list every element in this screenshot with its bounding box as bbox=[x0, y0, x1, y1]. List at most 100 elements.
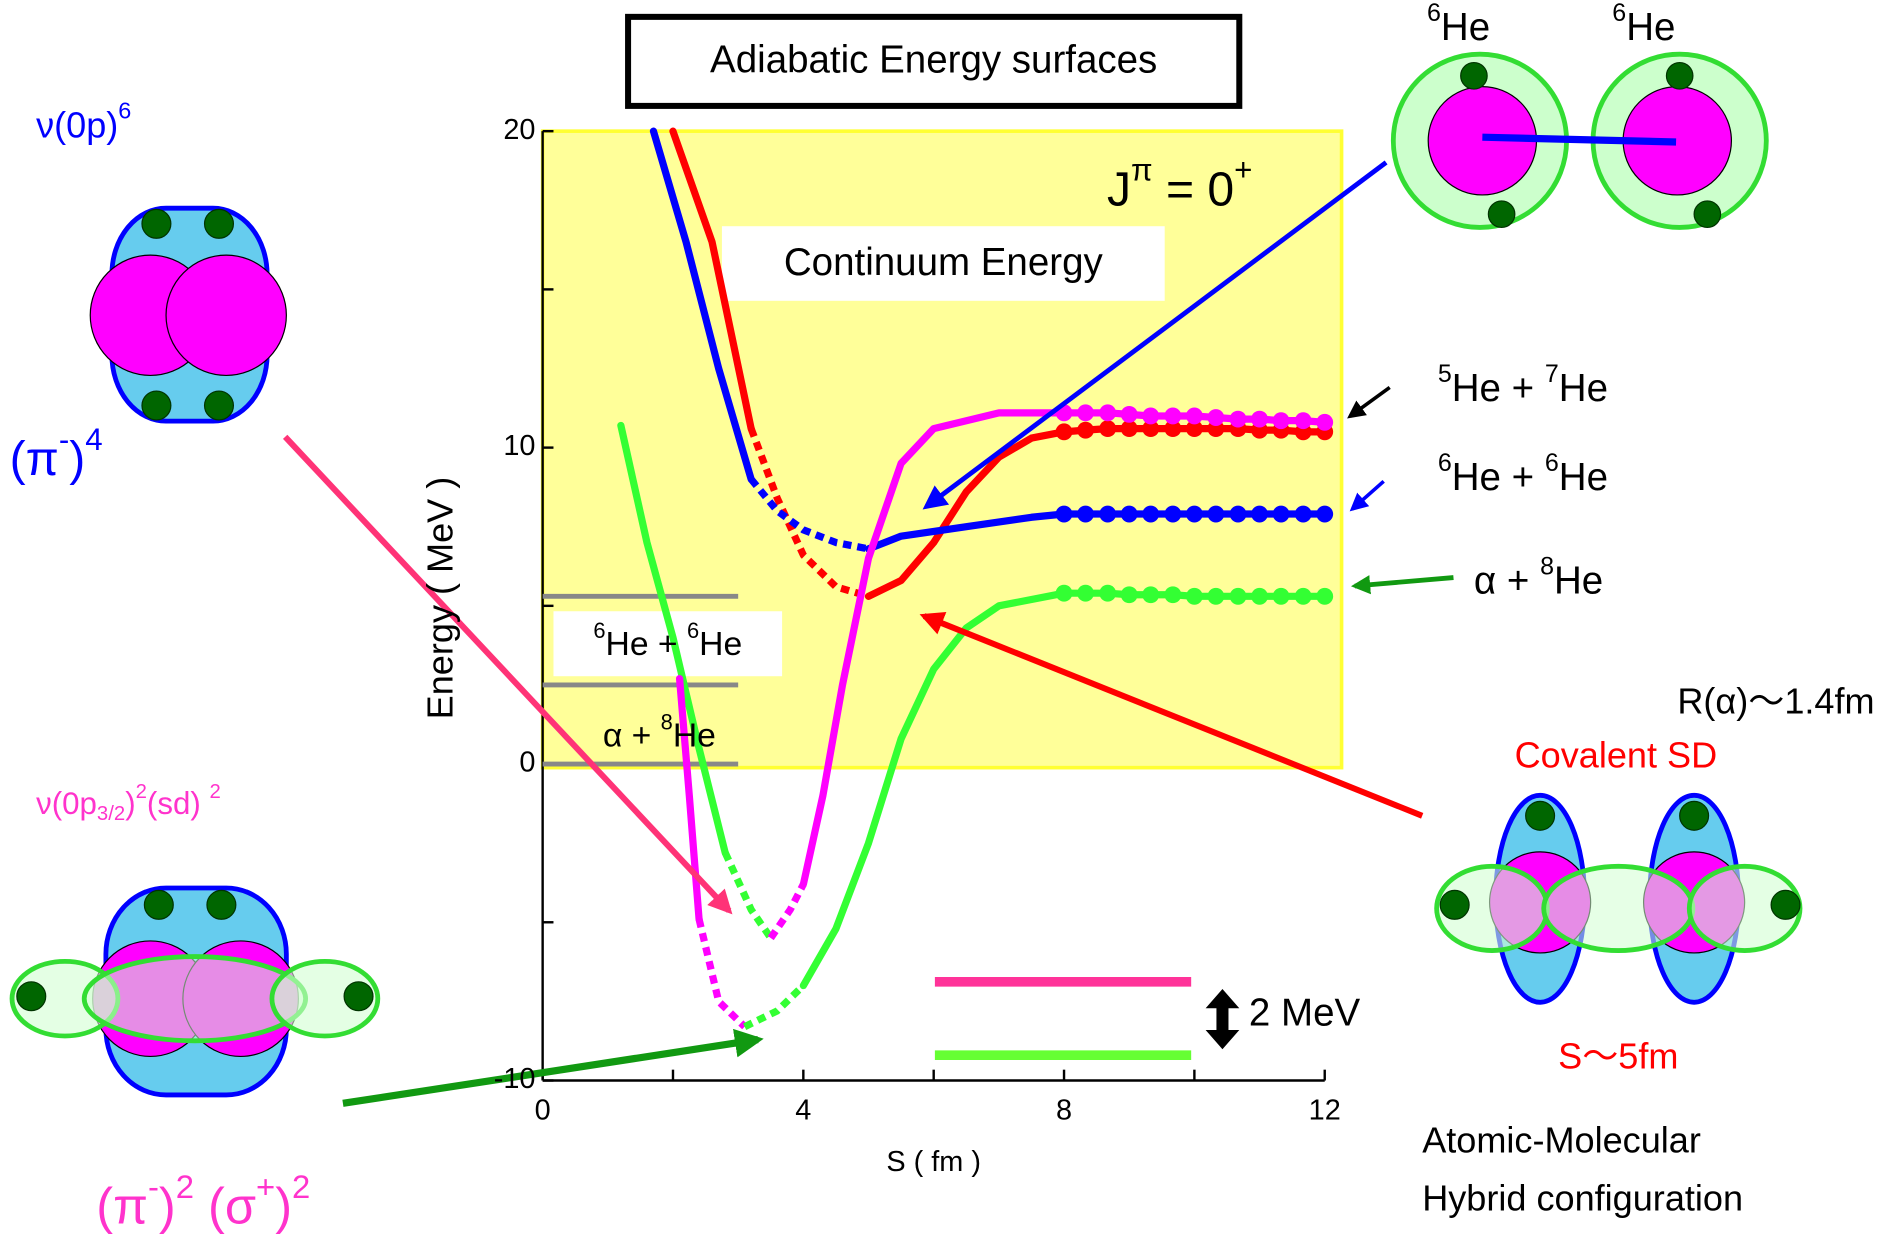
covalent-label: Covalent SD bbox=[1515, 735, 1718, 776]
neutron bbox=[1680, 801, 1709, 830]
text-run: (σ bbox=[194, 1178, 256, 1235]
curve-point bbox=[1207, 409, 1224, 426]
text-run: He bbox=[1559, 456, 1608, 499]
text-run: He bbox=[1559, 367, 1608, 410]
text-run: ) bbox=[275, 1178, 292, 1235]
curve-point bbox=[1230, 411, 1247, 428]
neutron bbox=[1771, 890, 1800, 919]
neutron bbox=[207, 890, 236, 919]
text-run: α + bbox=[603, 717, 661, 754]
text-run: 4 bbox=[85, 422, 102, 457]
neutron bbox=[205, 391, 234, 420]
curve-point bbox=[1142, 586, 1159, 603]
chart-title: Adiabatic Energy surfaces bbox=[710, 39, 1157, 82]
neutron bbox=[1440, 890, 1469, 919]
curve-point bbox=[1207, 506, 1224, 523]
caption: Atomic-Molecular bbox=[1422, 1120, 1701, 1161]
curve-point bbox=[1121, 506, 1138, 523]
curve-point bbox=[1121, 406, 1138, 423]
curve-point bbox=[1273, 506, 1290, 523]
caption: Hybrid configuration bbox=[1422, 1177, 1743, 1218]
text-run: He + bbox=[1452, 456, 1545, 499]
text-run: ν(0p bbox=[36, 786, 97, 821]
text-run: - bbox=[148, 1168, 159, 1205]
text-run: 8 bbox=[661, 709, 673, 734]
curve bbox=[699, 919, 745, 1027]
curve-point bbox=[1099, 404, 1116, 421]
arrow bbox=[1350, 387, 1390, 416]
bond-line bbox=[1482, 137, 1676, 142]
text-run: J bbox=[1107, 162, 1131, 216]
alpha-core bbox=[166, 255, 286, 375]
curve-point bbox=[1164, 408, 1181, 425]
arrow bbox=[1352, 481, 1383, 509]
jpi-label: Jπ = 0+ bbox=[1107, 153, 1253, 217]
distance-label: S～5fm bbox=[1558, 1035, 1678, 1076]
neutron bbox=[142, 209, 171, 238]
curve-point bbox=[1273, 588, 1290, 605]
curve-point bbox=[1230, 588, 1247, 605]
curve-point bbox=[1142, 506, 1159, 523]
y-tick-label: 20 bbox=[503, 114, 535, 146]
curve-point bbox=[1186, 506, 1203, 523]
channel-label: α + 8He bbox=[1474, 552, 1603, 603]
curve bbox=[725, 853, 771, 938]
text-run: 7 bbox=[1545, 359, 1559, 387]
text-run: - bbox=[59, 422, 69, 457]
orbital-label: (π-)2 (σ+)2 bbox=[96, 1168, 310, 1235]
neutron bbox=[1526, 801, 1555, 830]
curve-point bbox=[1251, 588, 1268, 605]
curve-point bbox=[1164, 586, 1181, 603]
neutron bbox=[1666, 63, 1692, 89]
curve-point bbox=[1207, 588, 1224, 605]
scale-label: 2 MeV bbox=[1249, 992, 1361, 1035]
text-run: (π bbox=[96, 1178, 148, 1235]
curve-point bbox=[1316, 414, 1333, 431]
text-run: ) bbox=[125, 786, 135, 821]
curve bbox=[745, 986, 804, 1027]
text-run: + bbox=[256, 1168, 275, 1205]
x-tick-label: 8 bbox=[1056, 1094, 1072, 1126]
cluster-label: 6He bbox=[1427, 0, 1490, 49]
curve-point bbox=[1273, 412, 1290, 429]
x-axis-label: S ( fm ) bbox=[886, 1146, 981, 1178]
text-run: α + bbox=[1474, 560, 1540, 603]
cluster-label: 6He bbox=[1612, 0, 1675, 49]
curve-point bbox=[1099, 506, 1116, 523]
text-run: He + bbox=[1452, 367, 1545, 410]
radius-label: R(α)～1.4fm bbox=[1677, 680, 1874, 721]
neutron bbox=[144, 890, 173, 919]
curve-point bbox=[1077, 585, 1094, 602]
continuum-label: Continuum Energy bbox=[784, 241, 1104, 284]
text-run: ) bbox=[69, 432, 85, 486]
curve-point bbox=[1295, 412, 1312, 429]
curve-point bbox=[1077, 506, 1094, 523]
x-tick-label: 4 bbox=[795, 1094, 811, 1126]
text-run: = 0 bbox=[1153, 162, 1235, 216]
orbital-label: (π-)4 bbox=[10, 422, 103, 486]
curve-point bbox=[1142, 408, 1159, 425]
text-run: 8 bbox=[1540, 552, 1554, 580]
text-run: 2 bbox=[292, 1168, 310, 1205]
configuration-label: ν(0p)6 bbox=[36, 98, 131, 145]
curve-point bbox=[1316, 588, 1333, 605]
curve-point bbox=[1121, 586, 1138, 603]
curve-point bbox=[1164, 506, 1181, 523]
text-run: ν(0p) bbox=[36, 104, 118, 145]
text-run: 6 bbox=[593, 618, 605, 643]
curve-point bbox=[1056, 423, 1073, 440]
curve-point bbox=[1230, 506, 1247, 523]
curve-point bbox=[1186, 408, 1203, 425]
text-run: He + bbox=[606, 626, 687, 663]
curve-point bbox=[1056, 585, 1073, 602]
slide: Adiabatic Energy surfaces Continuum Ener… bbox=[0, 0, 1877, 1235]
text-run: 5 bbox=[1438, 359, 1452, 387]
curve-point bbox=[1251, 411, 1268, 428]
double-arrow bbox=[1206, 989, 1240, 1049]
neutron bbox=[1461, 63, 1487, 89]
text-run: + bbox=[1234, 153, 1252, 188]
text-run: 2 bbox=[209, 781, 220, 803]
text-run: He bbox=[699, 626, 742, 663]
sigma-orbital bbox=[1544, 866, 1693, 950]
curve-point bbox=[1295, 588, 1312, 605]
